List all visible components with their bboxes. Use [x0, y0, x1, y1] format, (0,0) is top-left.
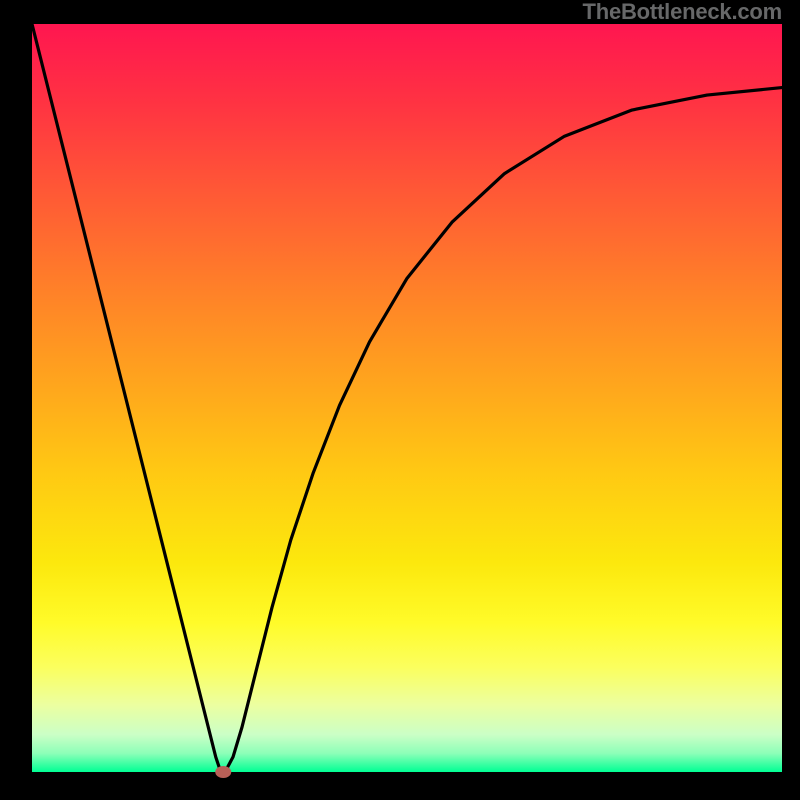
plot-area: [32, 24, 782, 772]
optimal-point-marker: [215, 766, 231, 778]
bottleneck-curve: [32, 24, 782, 772]
bottleneck-chart: TheBottleneck.com: [0, 0, 800, 800]
watermark-text: TheBottleneck.com: [582, 0, 782, 25]
curve-layer: [32, 24, 782, 772]
